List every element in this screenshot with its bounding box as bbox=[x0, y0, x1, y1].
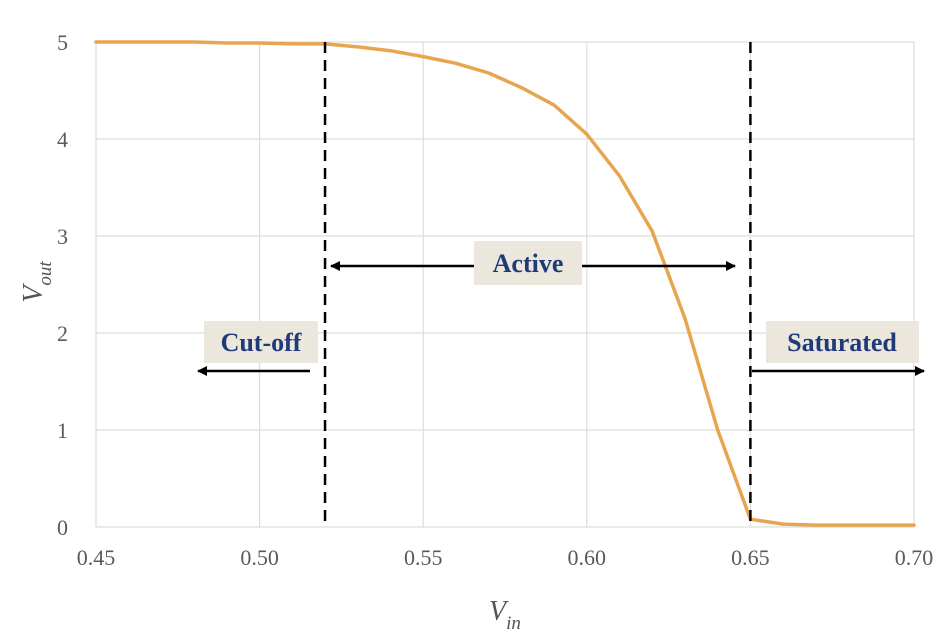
y-tick-label: 2 bbox=[57, 321, 68, 346]
tick-labels: 0.45 0.50 0.55 0.60 0.65 0.70 0 1 2 3 4 5 bbox=[57, 30, 933, 570]
y-tick-label: 5 bbox=[57, 30, 68, 55]
x-axis-title: Vin bbox=[489, 596, 521, 634]
x-tick-label: 0.55 bbox=[404, 545, 443, 570]
x-axis-title-main: V bbox=[489, 596, 509, 627]
active-label: Active bbox=[493, 249, 564, 278]
y-tick-label: 4 bbox=[57, 127, 68, 152]
y-tick-label: 0 bbox=[57, 515, 68, 540]
x-tick-label: 0.70 bbox=[895, 545, 934, 570]
cutoff-label: Cut-off bbox=[221, 328, 302, 357]
y-axis-title: Vout bbox=[18, 261, 56, 303]
active-label-box bbox=[474, 241, 582, 285]
cutoff-label-box bbox=[204, 321, 318, 363]
y-tick-label: 1 bbox=[57, 418, 68, 443]
y-axis-title-sub: out bbox=[35, 261, 56, 286]
saturated-label: Saturated bbox=[787, 328, 897, 357]
y-axis-title-main: V bbox=[18, 283, 49, 303]
y-tick-label: 3 bbox=[57, 224, 68, 249]
x-tick-label: 0.45 bbox=[77, 545, 116, 570]
x-tick-label: 0.50 bbox=[240, 545, 279, 570]
x-axis-title-sub: in bbox=[506, 613, 521, 634]
series-line bbox=[94, 40, 916, 527]
x-tick-label: 0.65 bbox=[731, 545, 770, 570]
saturated-label-box bbox=[766, 321, 919, 363]
x-tick-label: 0.60 bbox=[568, 545, 607, 570]
